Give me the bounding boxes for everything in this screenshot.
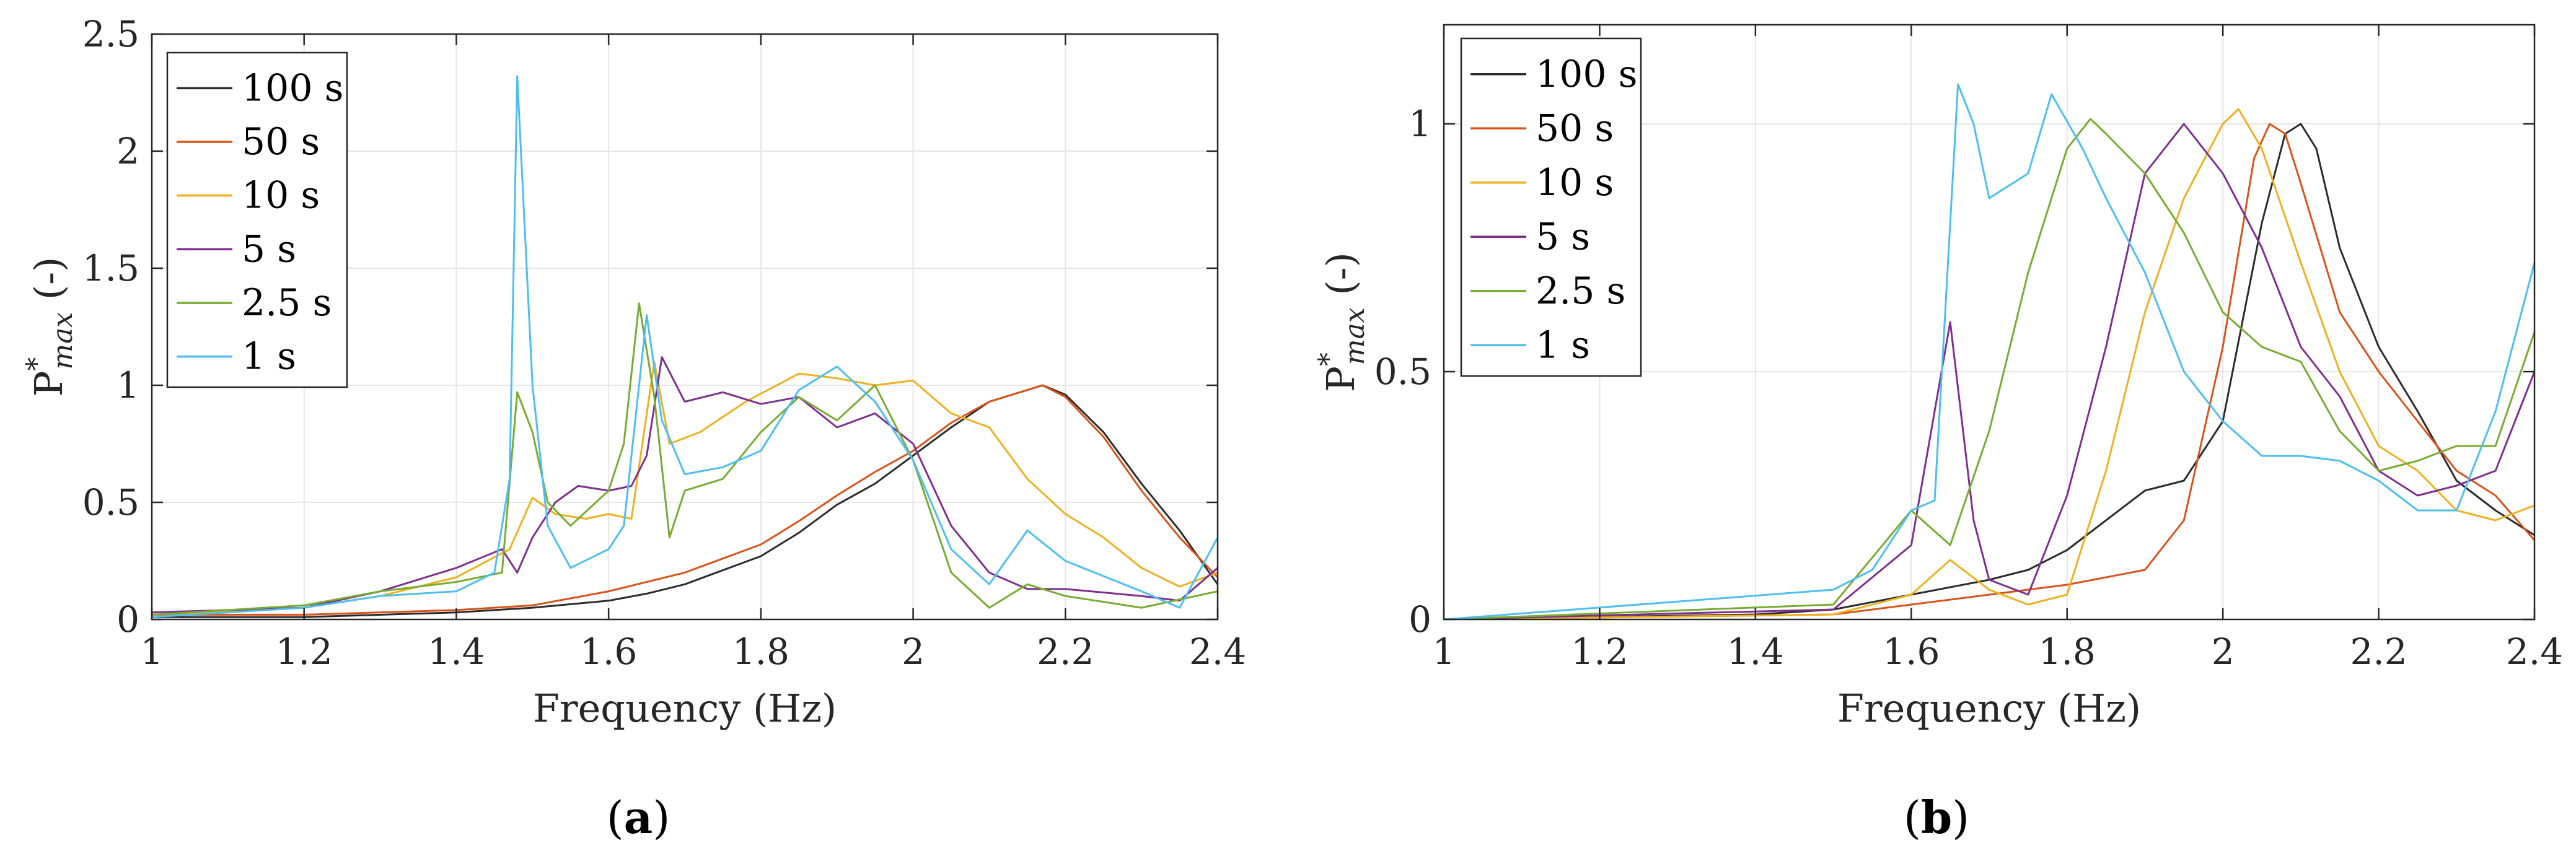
x-tick-label: 1.6 bbox=[1883, 631, 1940, 673]
chart-panel-b: 1 1.2 1.4 1.6 1.8 2 2.2 2.4 0 0.5 1 Frequency (Hz) P… bbox=[1313, 24, 2563, 844]
x-tick-label: 2 bbox=[2212, 631, 2235, 673]
y-tick-label: 0 bbox=[1409, 598, 1431, 640]
series-line-2-5-s bbox=[152, 302, 1218, 616]
y-tick-label: 1 bbox=[1409, 103, 1431, 145]
x-axis-label: Frequency (Hz) bbox=[533, 686, 837, 731]
legend-entry: 5 s bbox=[1536, 215, 1590, 258]
legend-entry: 10 s bbox=[1536, 161, 1614, 204]
y-tick-label: 2 bbox=[116, 130, 139, 172]
legend: 100 s 50 s 10 s 5 s 2.5 s 1 s bbox=[1460, 37, 1642, 377]
legend-box bbox=[166, 51, 348, 388]
legend-entry: 100 s bbox=[242, 66, 343, 110]
series-line-10-s bbox=[1444, 108, 2534, 619]
x-axis-label: Frequency (Hz) bbox=[1837, 686, 2141, 731]
x-tick-label: 1.2 bbox=[276, 631, 333, 673]
x-tick-label: 2.4 bbox=[1189, 631, 1246, 673]
series-line-50-s bbox=[152, 384, 1218, 616]
legend-entry: 1 s bbox=[242, 335, 296, 378]
y-tick-label: 0.5 bbox=[82, 481, 139, 523]
y-tick-label: 2.5 bbox=[82, 13, 139, 55]
x-tick-label: 2.2 bbox=[1037, 631, 1094, 673]
chart-panel-a: 1 1.2 1.4 1.6 1.8 2 2.2 2.4 0 0.5 1 1.5 2 2.5 Frequenc… bbox=[21, 13, 1246, 844]
y-tick-label: 1.5 bbox=[82, 247, 139, 289]
legend-entry: 10 s bbox=[242, 174, 320, 217]
legend-entry: 1 s bbox=[1536, 323, 1590, 367]
legend-entry: 50 s bbox=[1536, 107, 1614, 150]
x-tick-label: 1 bbox=[141, 631, 164, 673]
legend-entry: 2.5 s bbox=[242, 281, 332, 325]
series-line-2-5-s bbox=[1444, 118, 2534, 619]
legend-entry: 2.5 s bbox=[1536, 269, 1625, 313]
panel-caption: (b) bbox=[1904, 791, 1970, 844]
x-tick-label: 2.2 bbox=[2350, 631, 2407, 673]
series-line-1-s bbox=[152, 75, 1218, 618]
legend-entry: 50 s bbox=[242, 120, 320, 164]
y-axis-label: P*max (-) bbox=[1313, 252, 1371, 392]
series-line-5-s bbox=[152, 356, 1218, 614]
series-line-50-s bbox=[1444, 123, 2534, 619]
axes-box bbox=[151, 33, 1219, 621]
y-tick-label: 0 bbox=[116, 598, 139, 640]
y-tick-label: 1 bbox=[116, 364, 139, 406]
series-line-100-s bbox=[152, 384, 1218, 618]
y-axis-label: P*max (-) bbox=[21, 257, 79, 397]
x-tick-label: 1.8 bbox=[732, 631, 789, 673]
axes-box bbox=[1443, 24, 2536, 621]
x-tick-label: 1.4 bbox=[1727, 631, 1784, 673]
x-tick-label: 2.4 bbox=[2506, 631, 2563, 673]
legend: 100 s 50 s 10 s 5 s 2.5 s 1 s bbox=[166, 51, 348, 388]
x-tick-label: 2 bbox=[902, 631, 925, 673]
legend-entry: 100 s bbox=[1536, 53, 1637, 96]
x-tick-label: 1 bbox=[1433, 631, 1456, 673]
series-line-10-s bbox=[152, 361, 1218, 616]
legend-box bbox=[1460, 37, 1642, 377]
y-tick-label: 0.5 bbox=[1374, 351, 1431, 393]
legend-entry: 5 s bbox=[242, 227, 296, 271]
x-tick-label: 1.2 bbox=[1571, 631, 1628, 673]
x-tick-label: 1.4 bbox=[428, 631, 485, 673]
x-tick-label: 1.8 bbox=[2039, 631, 2096, 673]
x-tick-label: 1.6 bbox=[580, 631, 637, 673]
panel-caption: (a) bbox=[607, 791, 670, 844]
series-line-1-s bbox=[1444, 83, 2534, 619]
series-line-5-s bbox=[1444, 123, 2534, 619]
